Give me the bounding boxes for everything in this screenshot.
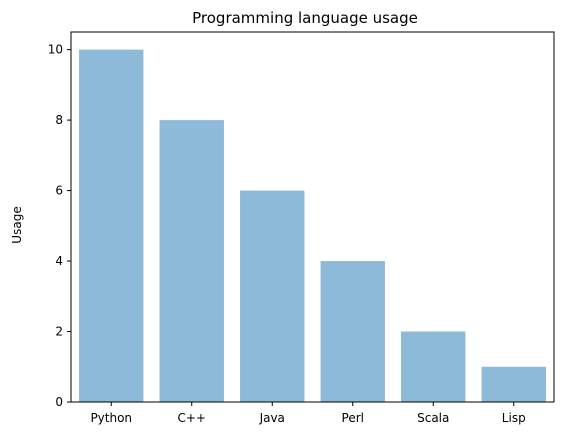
- y-tick-label: 0: [55, 395, 63, 409]
- y-axis-label: Usage: [10, 206, 24, 243]
- bar-c-: [159, 120, 224, 402]
- x-tick-label: Python: [90, 411, 132, 425]
- x-tick-label: C++: [178, 411, 207, 425]
- x-ticks-group: Python C++ Java Perl Scala Lisp: [90, 402, 526, 425]
- x-tick-label: Perl: [342, 411, 364, 425]
- bar-scala: [401, 331, 466, 402]
- bar-java: [240, 190, 305, 402]
- bar-python: [79, 49, 144, 402]
- y-tick-label: 10: [48, 43, 63, 57]
- y-tick-label: 2: [55, 325, 63, 339]
- x-tick-label: Scala: [417, 411, 449, 425]
- x-tick-label: Lisp: [502, 411, 526, 425]
- y-ticks-group: 0 2 4 6 8 10: [48, 43, 71, 409]
- bar-perl: [320, 261, 385, 402]
- y-tick-label: 6: [55, 184, 63, 198]
- bars-group: [79, 49, 546, 402]
- y-tick-label: 4: [55, 254, 63, 268]
- bar-lisp: [481, 366, 546, 402]
- x-tick-label: Java: [259, 411, 285, 425]
- y-tick-label: 8: [55, 113, 63, 127]
- chart-title: Programming language usage: [192, 9, 418, 27]
- plot-frame: [70, 31, 555, 403]
